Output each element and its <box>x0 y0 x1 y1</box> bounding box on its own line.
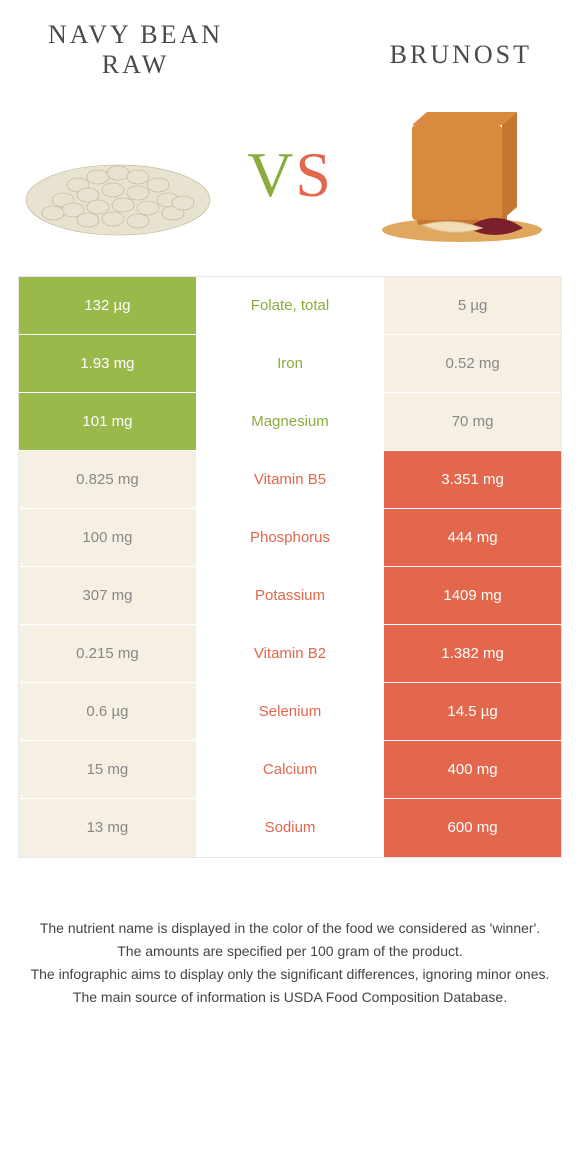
footer-line-2: The amounts are specified per 100 gram o… <box>28 941 552 962</box>
right-value: 444 mg <box>382 509 561 566</box>
footer-line-3: The infographic aims to display only the… <box>28 964 552 985</box>
right-value: 0.52 mg <box>382 335 561 392</box>
infographic-container: NAVY BEAN RAW BRUNOST VS <box>0 0 580 1020</box>
nutrient-label: Vitamin B2 <box>198 625 382 682</box>
images-row: VS <box>18 100 562 276</box>
nutrient-label: Magnesium <box>198 393 382 450</box>
table-row: 15 mgCalcium400 mg <box>19 741 561 799</box>
left-value: 100 mg <box>19 509 198 566</box>
table-row: 13 mgSodium600 mg <box>19 799 561 857</box>
table-row: 1.93 mgIron0.52 mg <box>19 335 561 393</box>
left-value: 132 µg <box>19 277 198 334</box>
left-value: 0.825 mg <box>19 451 198 508</box>
footer-line-4: The main source of information is USDA F… <box>28 987 552 1008</box>
vs-v: V <box>247 139 295 210</box>
left-value: 15 mg <box>19 741 198 798</box>
table-row: 101 mgMagnesium70 mg <box>19 393 561 451</box>
nutrient-label: Calcium <box>198 741 382 798</box>
right-value: 14.5 µg <box>382 683 561 740</box>
nutrient-label: Phosphorus <box>198 509 382 566</box>
table-row: 0.825 mgVitamin B53.351 mg <box>19 451 561 509</box>
table-row: 0.6 µgSelenium14.5 µg <box>19 683 561 741</box>
table-row: 132 µgFolate, total5 µg <box>19 277 561 335</box>
nutrient-label: Potassium <box>198 567 382 624</box>
right-value: 400 mg <box>382 741 561 798</box>
left-value: 13 mg <box>19 799 198 857</box>
right-value: 3.351 mg <box>382 451 561 508</box>
left-value: 0.215 mg <box>19 625 198 682</box>
vs-label: VS <box>247 138 333 212</box>
table-row: 0.215 mgVitamin B21.382 mg <box>19 625 561 683</box>
nutrient-label: Vitamin B5 <box>198 451 382 508</box>
footer-notes: The nutrient name is displayed in the co… <box>18 858 562 1008</box>
table-row: 307 mgPotassium1409 mg <box>19 567 561 625</box>
brunost-image <box>362 100 562 250</box>
header: NAVY BEAN RAW BRUNOST <box>18 20 562 100</box>
right-value: 1.382 mg <box>382 625 561 682</box>
nutrient-label: Folate, total <box>198 277 382 334</box>
right-value: 1409 mg <box>382 567 561 624</box>
left-value: 307 mg <box>19 567 198 624</box>
nutrient-label: Iron <box>198 335 382 392</box>
left-value: 0.6 µg <box>19 683 198 740</box>
vs-s: S <box>295 139 333 210</box>
table-row: 100 mgPhosphorus444 mg <box>19 509 561 567</box>
right-food-title: BRUNOST <box>390 20 532 70</box>
right-value: 600 mg <box>382 799 561 857</box>
nutrient-table: 132 µgFolate, total5 µg1.93 mgIron0.52 m… <box>18 276 562 858</box>
nutrient-label: Sodium <box>198 799 382 857</box>
footer-line-1: The nutrient name is displayed in the co… <box>28 918 552 939</box>
left-value: 1.93 mg <box>19 335 198 392</box>
navy-bean-image <box>18 100 218 250</box>
right-value: 5 µg <box>382 277 561 334</box>
left-food-title: NAVY BEAN RAW <box>48 20 223 80</box>
right-value: 70 mg <box>382 393 561 450</box>
nutrient-label: Selenium <box>198 683 382 740</box>
left-value: 101 mg <box>19 393 198 450</box>
